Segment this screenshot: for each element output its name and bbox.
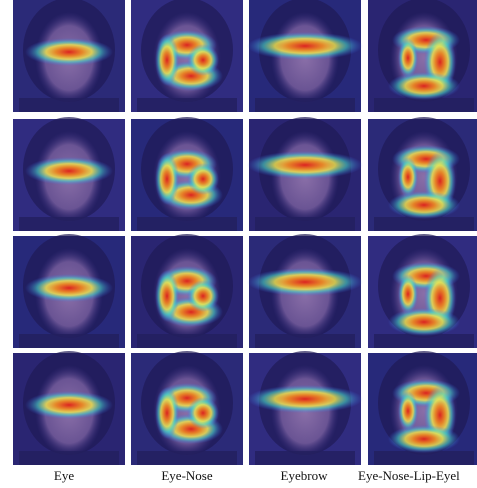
heatmap-image xyxy=(247,234,363,348)
heatmap-image xyxy=(13,234,125,348)
column-label: Eye-Nose xyxy=(161,468,212,483)
shoulders xyxy=(19,451,119,465)
shoulders xyxy=(374,217,474,231)
heatmap-image xyxy=(131,0,243,112)
heatmap-image xyxy=(368,234,477,348)
shoulders xyxy=(255,217,355,231)
attention-blob xyxy=(155,153,179,205)
attention-blob xyxy=(388,308,460,336)
shoulders xyxy=(255,451,355,465)
heatmap-image xyxy=(368,351,477,465)
attention-blob xyxy=(155,270,179,322)
column-label: Eye xyxy=(54,468,74,483)
attention-blob xyxy=(398,157,418,197)
attention-blob xyxy=(187,397,219,429)
shoulders xyxy=(255,98,355,112)
heatmap-image xyxy=(131,351,243,465)
heatmap-image xyxy=(13,351,125,465)
heatmap-image xyxy=(131,234,243,348)
shoulders xyxy=(137,334,237,348)
heatmap-image xyxy=(368,117,477,231)
column-label: Eye-Nose-Lip-Eyel xyxy=(358,468,460,483)
heatmap-image xyxy=(368,0,477,112)
attention-blob xyxy=(155,34,179,86)
heatmap-grid xyxy=(13,0,477,465)
attention-blob xyxy=(247,32,363,60)
attention-blob xyxy=(187,44,219,76)
shoulders xyxy=(374,98,474,112)
shoulders xyxy=(137,451,237,465)
heatmap-image xyxy=(13,0,125,112)
attention-blob xyxy=(155,387,179,439)
attention-blob xyxy=(398,38,418,78)
attention-blob xyxy=(187,163,219,195)
attention-blob xyxy=(25,38,113,66)
attention-blob xyxy=(187,280,219,312)
heatmap-image xyxy=(131,117,243,231)
attention-blob xyxy=(25,274,113,302)
shoulders xyxy=(374,451,474,465)
heatmap-image xyxy=(247,0,363,112)
attention-blob xyxy=(398,391,418,431)
attention-blob xyxy=(25,391,113,419)
shoulders xyxy=(255,334,355,348)
shoulders xyxy=(19,217,119,231)
heatmap-image xyxy=(247,351,363,465)
attention-blob xyxy=(388,191,460,219)
attention-blob xyxy=(25,157,113,185)
column-label: Eyebrow xyxy=(281,468,329,483)
heatmap-image xyxy=(13,117,125,231)
figure: Eye Eye-Nose Eyebrow Eye-Nose-Lip-Eyel xyxy=(0,0,477,488)
shoulders xyxy=(137,217,237,231)
attention-blob xyxy=(247,268,363,296)
shoulders xyxy=(137,98,237,112)
column-labels: Eye Eye-Nose Eyebrow Eye-Nose-Lip-Eyel xyxy=(54,468,460,483)
heatmap-image xyxy=(247,117,363,231)
attention-blob xyxy=(388,72,460,100)
attention-blob xyxy=(388,425,460,453)
attention-blob xyxy=(247,151,363,179)
shoulders xyxy=(374,334,474,348)
attention-blob xyxy=(247,385,363,413)
attention-blob xyxy=(398,274,418,314)
shoulders xyxy=(19,334,119,348)
shoulders xyxy=(19,98,119,112)
